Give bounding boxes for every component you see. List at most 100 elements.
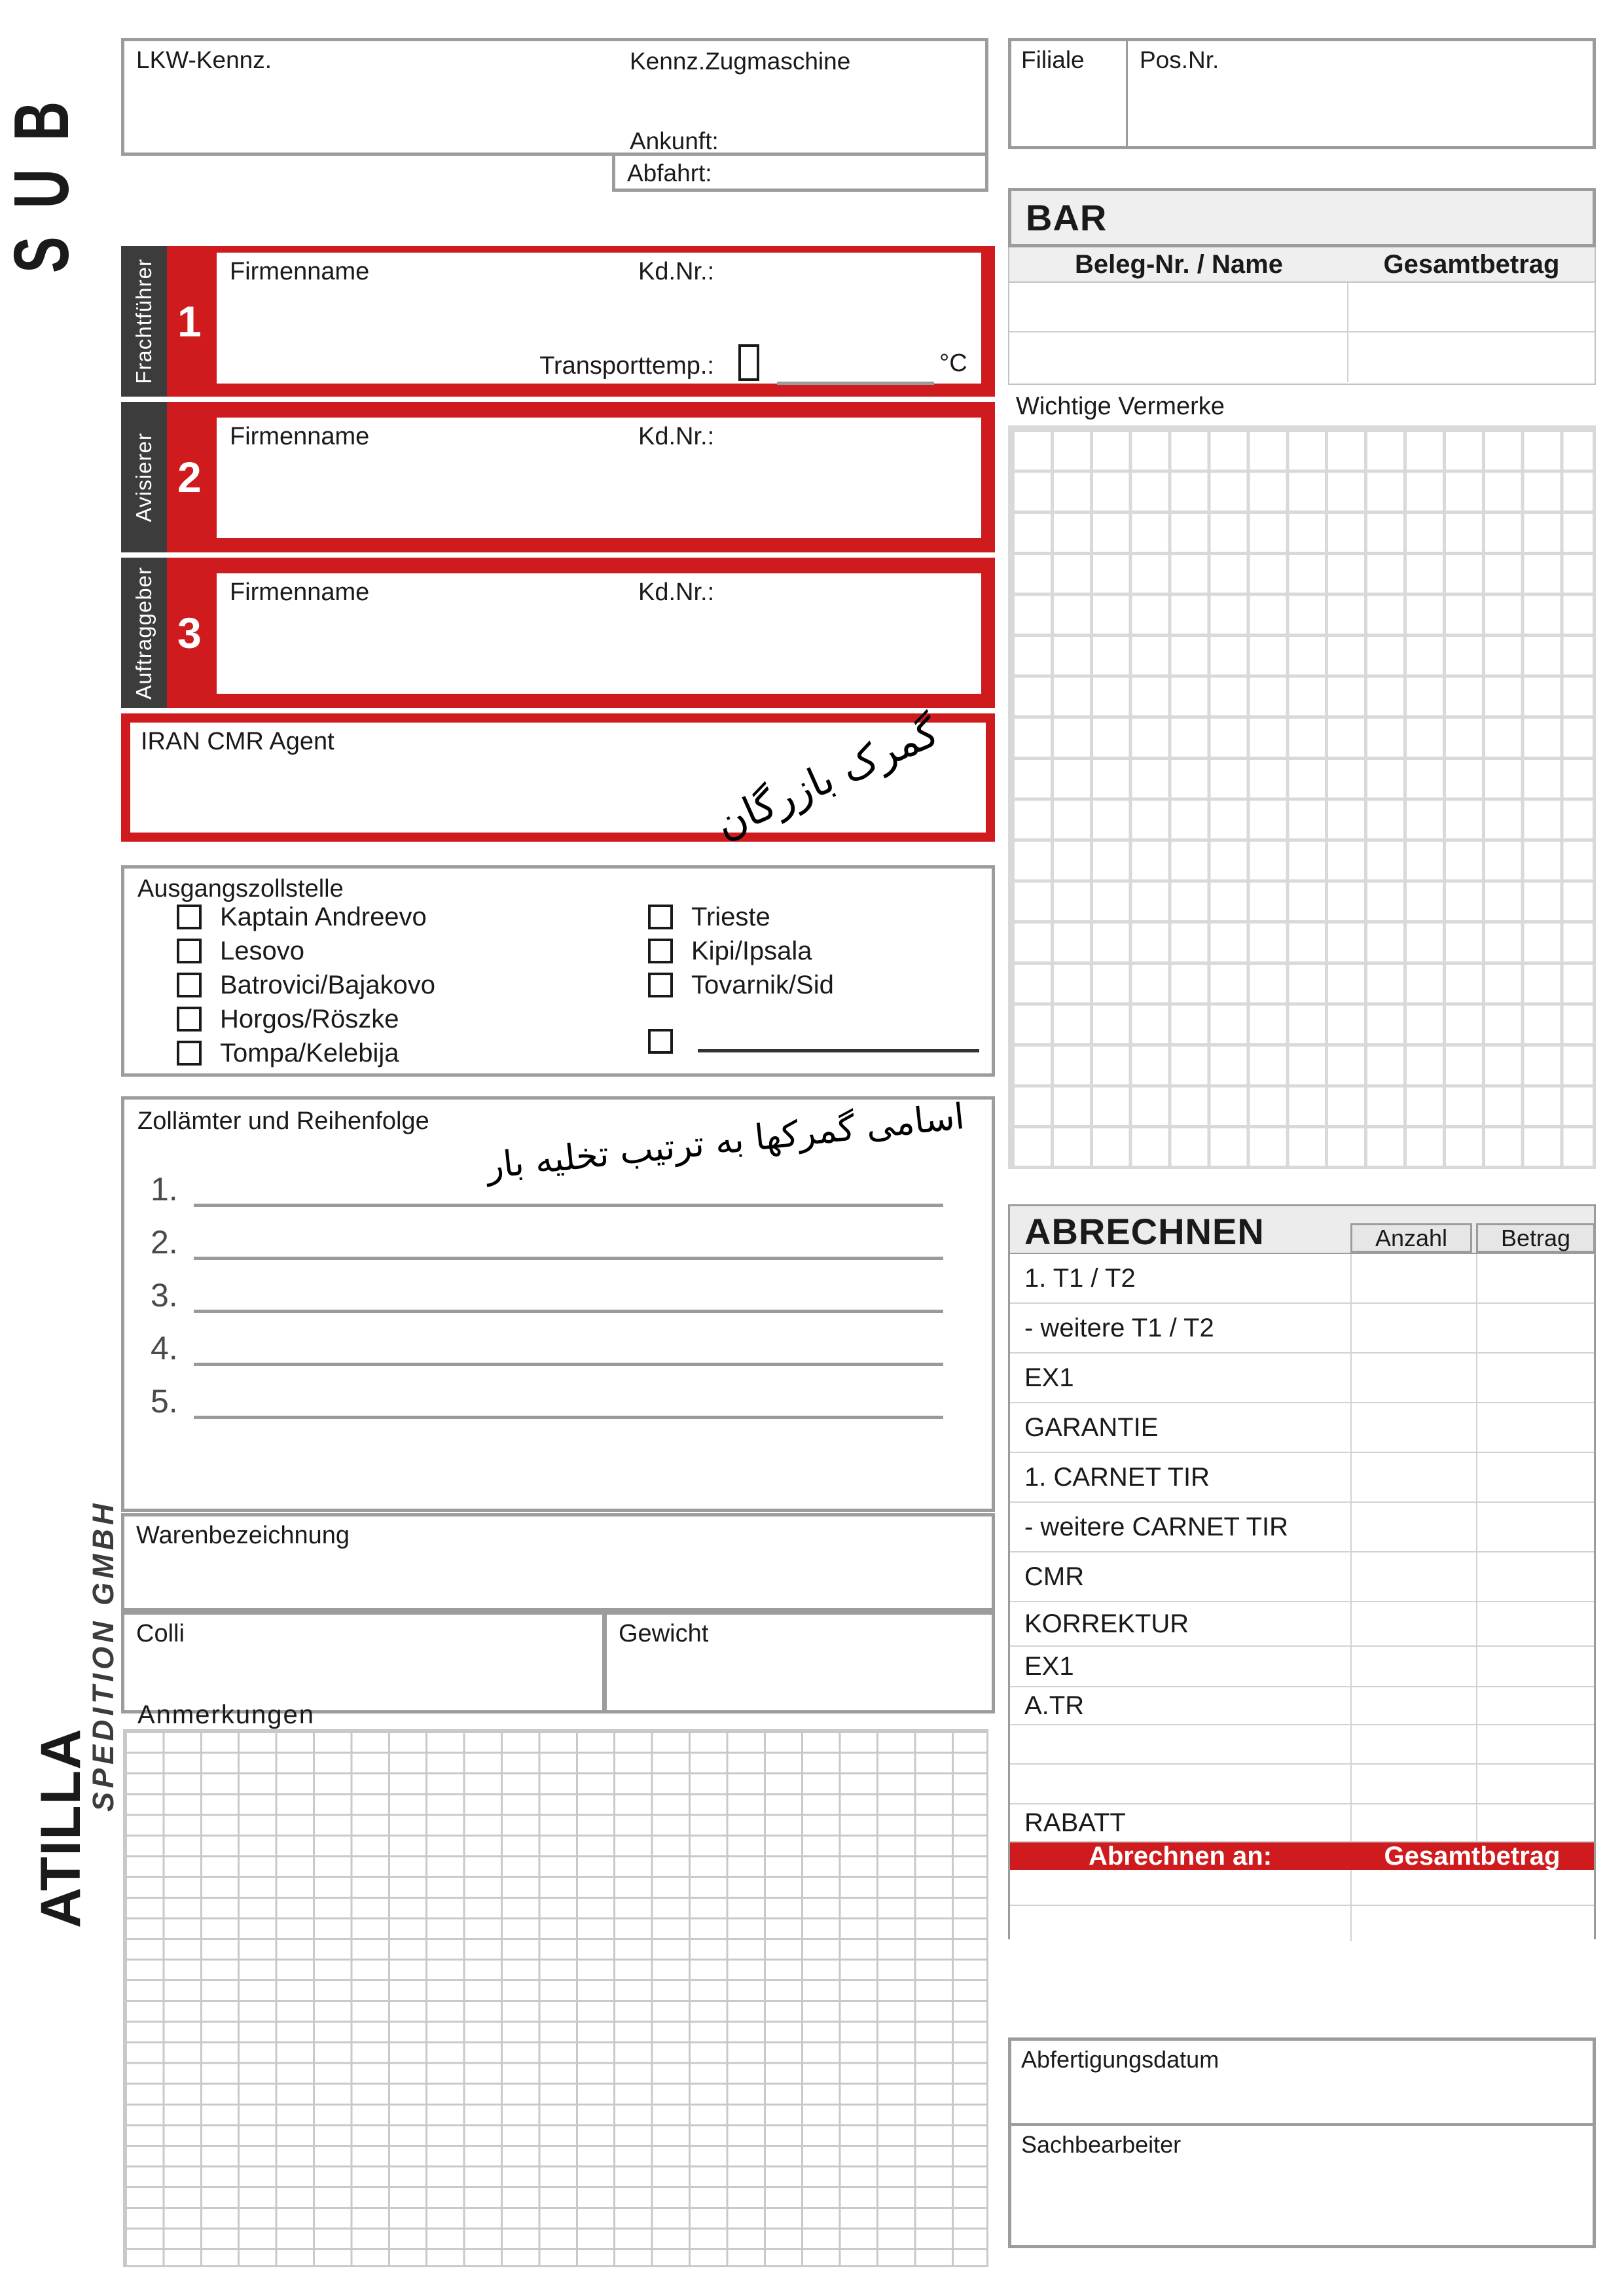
anzahl-cell[interactable]	[1350, 1304, 1476, 1352]
warenbezeichnung-field[interactable]: Warenbezeichnung	[121, 1513, 995, 1611]
zollamt-line[interactable]: 4.	[151, 1329, 975, 1370]
anzahl-cell[interactable]	[1350, 1687, 1476, 1724]
zollstelle-checkbox[interactable]	[177, 1007, 202, 1031]
betrag-cell[interactable]	[1476, 1602, 1594, 1645]
zollamt-line[interactable]: 5.	[151, 1382, 975, 1423]
vehicle-header-box[interactable]: LKW-Kennz. Kennz.Zugmaschine Ankunft:	[121, 38, 988, 156]
zollstelle-other-fill-line[interactable]	[698, 1030, 979, 1052]
wichtige-vermerke-grid[interactable]	[1008, 425, 1596, 1169]
abrechnen-row[interactable]: - weitere T1 / T2	[1010, 1304, 1594, 1354]
abrechnen-row[interactable]: GARANTIE	[1010, 1403, 1594, 1453]
anzahl-cell[interactable]	[1350, 1552, 1476, 1601]
zollstelle-option[interactable]: Tompa/Kelebija	[177, 1039, 399, 1067]
betrag-cell[interactable]	[1476, 1725, 1594, 1763]
abrechnen-row-empty[interactable]	[1010, 1765, 1594, 1804]
abrechnen-row[interactable]: KORREKTUR	[1010, 1602, 1594, 1647]
zollstelle-checkbox[interactable]	[177, 939, 202, 963]
abrechnen-row-label[interactable]: CMR	[1024, 1562, 1085, 1591]
abrechnen-row-empty[interactable]	[1010, 1725, 1594, 1765]
zollstelle-option-label[interactable]: Tompa/Kelebija	[220, 1038, 399, 1067]
anzahl-cell[interactable]	[1350, 1254, 1476, 1302]
zollstelle-option-label[interactable]: Lesovo	[220, 936, 304, 965]
iran-cmr-agent-field[interactable]: IRAN CMR Agent گمرک بازرگان	[121, 708, 995, 848]
anzahl-cell[interactable]	[1350, 1765, 1476, 1803]
abrechnen-row-label[interactable]: A.TR	[1024, 1691, 1085, 1720]
zollstelle-option[interactable]: Kaptain Andreevo	[177, 903, 427, 931]
betrag-cell[interactable]	[1476, 1403, 1594, 1452]
betrag-cell[interactable]	[1476, 1453, 1594, 1501]
zollstelle-option[interactable]: Tovarnik/Sid	[648, 971, 834, 999]
zollstelle-checkbox[interactable]	[177, 1041, 202, 1066]
zollamt-line[interactable]: 2.	[151, 1223, 975, 1264]
betrag-cell[interactable]	[1476, 1647, 1594, 1686]
abrechnen-row-label[interactable]: EX1	[1024, 1363, 1074, 1392]
gesamtbetrag-cell[interactable]	[1348, 283, 1595, 331]
zollstelle-option-other[interactable]	[648, 1027, 979, 1056]
zollstelle-option[interactable]: Horgos/Röszke	[177, 1005, 399, 1033]
zollstelle-option[interactable]: Kipi/Ipsala	[648, 937, 812, 965]
betrag-cell[interactable]	[1476, 1765, 1594, 1803]
abrechnen-row-label[interactable]: RABATT	[1024, 1808, 1126, 1837]
zollamt-fill-line[interactable]	[194, 1276, 943, 1313]
zollstelle-option-label[interactable]: Tovarnik/Sid	[691, 970, 834, 999]
transporttemp-fill-line[interactable]	[777, 351, 934, 385]
zollstelle-option[interactable]: Lesovo	[177, 937, 304, 965]
abrechnen-an-cell[interactable]	[1010, 1870, 1350, 1905]
abrechnen-an-cell[interactable]	[1010, 1906, 1350, 1941]
colli-field[interactable]: Colli	[121, 1611, 605, 1713]
abrechnen-row[interactable]: EX1	[1010, 1354, 1594, 1403]
anmerkungen-grid[interactable]	[123, 1729, 988, 2267]
anzahl-cell[interactable]	[1350, 1354, 1476, 1402]
anzahl-cell[interactable]	[1350, 1725, 1476, 1763]
abrechnen-row[interactable]: - weitere CARNET TIR	[1010, 1503, 1594, 1552]
betrag-cell[interactable]	[1476, 1254, 1594, 1302]
abrechnen-row[interactable]: CMR	[1010, 1552, 1594, 1602]
auftraggeber-field[interactable]: Firmenname Kd.Nr.:	[217, 573, 981, 694]
zollstelle-checkbox[interactable]	[648, 939, 673, 963]
zollamt-fill-line[interactable]	[194, 1223, 943, 1260]
zollstelle-option-label[interactable]: Batrovici/Bajakovo	[220, 970, 436, 999]
abrechnen-row-label[interactable]	[1010, 1725, 1350, 1763]
zollstelle-option-label[interactable]: Kaptain Andreevo	[220, 902, 427, 931]
gewicht-field[interactable]: Gewicht	[604, 1611, 995, 1713]
zollamt-line[interactable]: 3.	[151, 1276, 975, 1317]
betrag-cell[interactable]	[1476, 1687, 1594, 1724]
anzahl-cell[interactable]	[1350, 1403, 1476, 1452]
gesamtbetrag-cell[interactable]	[1350, 1870, 1594, 1905]
abrechnen-row-label[interactable]: - weitere T1 / T2	[1024, 1313, 1214, 1342]
zollamt-fill-line[interactable]	[194, 1170, 943, 1207]
abrechnen-row-label[interactable]: EX1	[1024, 1651, 1074, 1681]
zollstelle-checkbox[interactable]	[648, 1029, 673, 1054]
abrechnen-row-label[interactable]: 1. T1 / T2	[1024, 1263, 1136, 1293]
betrag-cell[interactable]	[1476, 1804, 1594, 1841]
zollamt-fill-line[interactable]	[194, 1382, 943, 1419]
zollstelle-checkbox[interactable]	[648, 905, 673, 929]
abrechnen-row[interactable]: RABATT	[1010, 1804, 1594, 1842]
beleg-nr-cell[interactable]	[1009, 332, 1348, 382]
betrag-cell[interactable]	[1476, 1354, 1594, 1402]
anzahl-cell[interactable]	[1350, 1804, 1476, 1841]
beleg-nr-cell[interactable]	[1009, 283, 1348, 331]
anzahl-cell[interactable]	[1350, 1602, 1476, 1645]
zollstelle-option-label[interactable]: Horgos/Röszke	[220, 1004, 399, 1033]
zollstelle-option[interactable]: Trieste	[648, 903, 770, 931]
zollamt-fill-line[interactable]	[194, 1329, 943, 1366]
avisierer-field[interactable]: Firmenname Kd.Nr.:	[217, 418, 981, 538]
zollstelle-checkbox[interactable]	[648, 973, 673, 997]
betrag-cell[interactable]	[1476, 1552, 1594, 1601]
abrechnen-row[interactable]: EX1	[1010, 1647, 1594, 1687]
zollstelle-option[interactable]: Batrovici/Bajakovo	[177, 971, 435, 999]
betrag-cell[interactable]	[1476, 1503, 1594, 1551]
abfahrt-field[interactable]: Abfahrt:	[612, 152, 988, 192]
abrechnen-row-label[interactable]: KORREKTUR	[1024, 1609, 1189, 1638]
frachtfuehrer-field[interactable]: Firmenname Kd.Nr.: Transporttemp.: °C	[217, 253, 981, 385]
abrechnen-row-label[interactable]: GARANTIE	[1024, 1412, 1159, 1442]
betrag-cell[interactable]	[1476, 1304, 1594, 1352]
transporttemp-checkbox[interactable]	[738, 344, 759, 381]
filiale-posnr-box[interactable]: Filiale Pos.Nr.	[1008, 38, 1596, 149]
zollstelle-checkbox[interactable]	[177, 905, 202, 929]
zollamt-line[interactable]: 1.	[151, 1170, 975, 1211]
anzahl-cell[interactable]	[1350, 1647, 1476, 1686]
abrechnen-row-label[interactable]: 1. CARNET TIR	[1024, 1462, 1210, 1492]
abrechnen-row[interactable]: 1. T1 / T2	[1010, 1254, 1594, 1304]
